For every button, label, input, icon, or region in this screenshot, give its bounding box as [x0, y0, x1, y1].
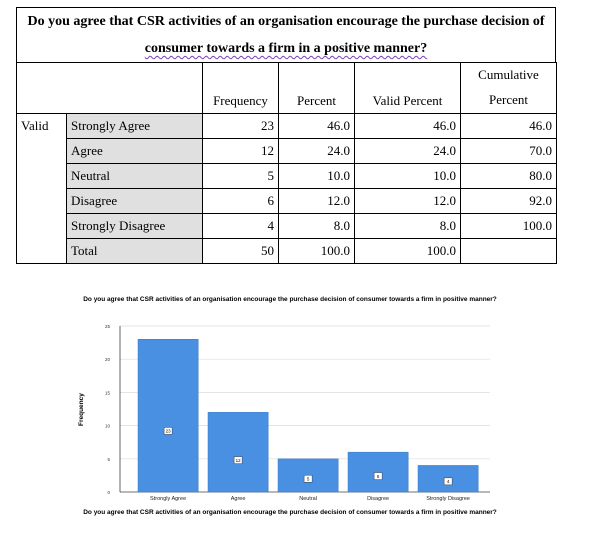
header-empty	[16, 62, 203, 114]
y-tick-label: 20	[105, 357, 111, 362]
data-label-box	[303, 475, 313, 483]
table-title: Do you agree that CSR activities of an o…	[16, 7, 556, 63]
row-percent: 10.0	[278, 162, 355, 189]
chart-title: Do you agree that CSR activities of an o…	[83, 296, 497, 303]
data-label: 12	[236, 458, 242, 463]
header-cumulative-2: Percent	[460, 88, 557, 114]
title-line-1: Do you agree that CSR activities of an o…	[27, 14, 545, 29]
header-frequency: Frequency	[202, 62, 279, 114]
chart-plot: 0 5 10 15 20 25 23 Strongly Agree 12 Agree 5 Neutra…	[105, 324, 490, 502]
data-label-box	[163, 427, 173, 435]
data-label-box	[233, 456, 243, 464]
data-label: 4	[447, 479, 450, 484]
row-frequency: 6	[202, 187, 279, 214]
x-tick-label: Neutral	[299, 496, 317, 502]
row-label: Neutral	[66, 162, 203, 189]
bar	[207, 412, 269, 493]
row-valid-percent: 8.0	[354, 212, 461, 239]
data-label: 5	[307, 477, 310, 482]
bar	[347, 451, 409, 493]
x-tick-label: Agree	[231, 496, 246, 502]
frequency-table: Frequency Percent Valid Percent Cumulati…	[16, 62, 557, 264]
row-label: Strongly Agree	[66, 112, 203, 139]
row-cumulative: 92.0	[460, 187, 557, 214]
bar	[137, 339, 199, 493]
row-percent: 8.0	[278, 212, 355, 239]
row-valid-percent: 10.0	[354, 162, 461, 189]
header-valid-percent: Valid Percent	[354, 62, 461, 114]
y-tick-label: 10	[105, 424, 111, 429]
data-label-box	[373, 472, 383, 480]
header-percent: Percent	[278, 62, 355, 114]
total-frequency: 50	[202, 237, 279, 264]
row-frequency: 23	[202, 112, 279, 139]
row-frequency: 5	[202, 162, 279, 189]
row-label: Agree	[66, 137, 203, 164]
row-percent: 12.0	[278, 187, 355, 214]
row-percent: 24.0	[278, 137, 355, 164]
x-tick-label: Strongly Agree	[150, 496, 186, 502]
title-line-2: consumer towards a firm in a positive ma…	[144, 41, 428, 56]
row-cumulative: 46.0	[460, 112, 557, 139]
row-valid-percent: 46.0	[354, 112, 461, 139]
total-label: Total	[66, 237, 203, 264]
data-label: 23	[166, 429, 172, 434]
x-tick-label: Strongly Disagree	[426, 496, 470, 502]
row-cumulative: 80.0	[460, 162, 557, 189]
row-percent: 46.0	[278, 112, 355, 139]
row-frequency: 12	[202, 137, 279, 164]
row-valid-percent: 12.0	[354, 187, 461, 214]
data-label: 6	[377, 474, 380, 479]
row-label: Disagree	[66, 187, 203, 214]
row-cumulative: 70.0	[460, 137, 557, 164]
row-frequency: 4	[202, 212, 279, 239]
y-tick-label: 15	[105, 390, 111, 395]
row-cumulative: 100.0	[460, 212, 557, 239]
header-cumulative-1: Cumulative	[460, 62, 557, 88]
x-axis-label: Do you agree that CSR activities of an o…	[83, 509, 497, 516]
total-percent: 100.0	[278, 237, 355, 264]
data-label-box	[443, 477, 453, 486]
valid-label: Valid	[16, 112, 67, 264]
total-cumulative	[460, 237, 557, 264]
x-tick-label: Disagree	[367, 496, 389, 502]
y-tick-label: 5	[107, 457, 110, 462]
y-tick-label: 0	[107, 490, 110, 495]
row-valid-percent: 24.0	[354, 137, 461, 164]
y-tick-label: 25	[105, 324, 111, 329]
row-label: Strongly Disagree	[66, 212, 203, 239]
total-valid-percent: 100.0	[354, 237, 461, 264]
bar-chart: Do you agree that CSR activities of an o…	[78, 296, 500, 536]
